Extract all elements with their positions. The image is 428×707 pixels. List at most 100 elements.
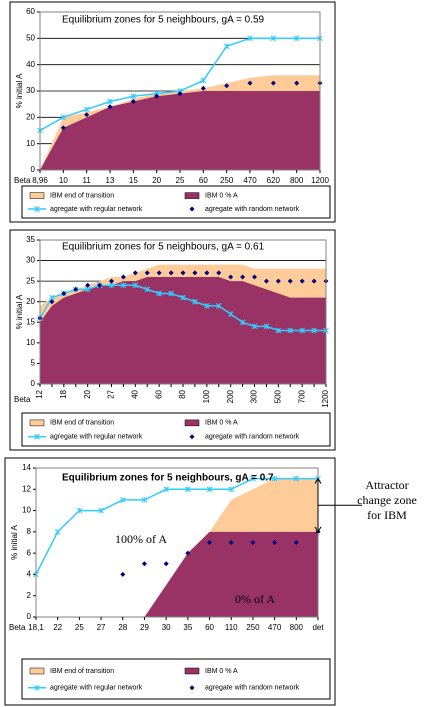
chart-title: Equilibrium zones for 5 neighbours, gA =… — [62, 242, 265, 253]
point — [154, 93, 160, 99]
point — [192, 270, 198, 276]
line-marker — [163, 486, 170, 493]
x-tick-label: 30 — [162, 623, 171, 632]
line-marker — [293, 475, 300, 482]
line-marker — [168, 290, 174, 297]
point — [141, 561, 147, 567]
area — [144, 531, 318, 617]
line-marker — [228, 486, 235, 493]
x-tick-label: 11 — [83, 176, 92, 185]
y-tick-label: 30 — [26, 86, 35, 95]
legend-marker — [34, 684, 40, 691]
line-marker — [156, 290, 163, 297]
line-marker — [206, 486, 213, 493]
x-tick-label: 15 — [129, 176, 138, 185]
line-marker — [287, 327, 294, 334]
arrow-head — [314, 477, 322, 533]
y-tick-label: 35 — [26, 235, 35, 244]
x-tick-label: 40 — [130, 389, 139, 398]
point — [293, 540, 299, 545]
x-tick-label: 10 — [59, 176, 68, 185]
x-tick-label: 13 — [106, 176, 115, 185]
chart-title: Equilibrium zones for 5 neighbours, gA =… — [62, 473, 274, 484]
x-tick-label: 1200 — [311, 176, 329, 185]
point — [200, 85, 206, 91]
point — [185, 550, 191, 556]
legend-swatch — [184, 667, 200, 675]
x-tick-label: 25 — [176, 176, 185, 185]
x-tick-label: 250 — [220, 176, 234, 185]
y-tick-label: 20 — [26, 112, 35, 121]
point — [250, 540, 256, 545]
chart-title: Equilibrium zones for 5 neighbours, gA =… — [62, 15, 265, 26]
x-tick-label: 8,96 — [32, 176, 48, 185]
x-tick-label: 29 — [140, 623, 149, 632]
line-marker — [192, 298, 198, 305]
legend-label: agregate with regular network — [50, 434, 143, 441]
line-marker — [227, 311, 234, 317]
legend-label: IBM 0 % A — [205, 668, 238, 675]
y-tick-label: 10 — [26, 139, 35, 148]
line-marker — [120, 282, 127, 289]
legend-swatch — [29, 667, 45, 675]
x-tick-label: 20 — [152, 176, 161, 185]
y-tick-label: 2 — [27, 591, 32, 600]
line-marker — [119, 497, 126, 503]
point — [263, 278, 269, 284]
x-tick-label: 110 — [225, 623, 238, 632]
point — [130, 99, 136, 105]
y-tick-label: 10 — [26, 338, 35, 347]
legend-marker — [189, 685, 195, 691]
line-marker — [271, 475, 278, 482]
point — [107, 104, 113, 110]
line-marker — [132, 282, 139, 289]
legend-label: agregate with random network — [205, 685, 300, 692]
legend-swatch — [184, 419, 200, 427]
line-marker — [180, 294, 186, 301]
x-tick-label: 250 — [246, 623, 260, 632]
legend-label: agregate with random network — [205, 206, 300, 213]
legend-label: agregate with regular network — [50, 685, 143, 692]
x-tick-label: 25 — [75, 623, 84, 632]
line-marker — [98, 507, 104, 514]
line-marker — [215, 302, 222, 309]
point — [240, 274, 246, 280]
legend-label: IBM end of transition — [50, 192, 114, 199]
x-tick-label: 12 — [35, 389, 44, 398]
line-marker — [263, 323, 270, 330]
point — [228, 274, 234, 280]
y-tick-label: 30 — [26, 256, 35, 265]
y-tick-label: 0 — [31, 165, 36, 174]
point — [60, 125, 66, 131]
point — [85, 282, 91, 288]
line-marker — [54, 529, 61, 535]
point — [216, 270, 222, 276]
point — [97, 282, 103, 288]
point — [228, 540, 234, 545]
point — [270, 80, 276, 86]
x-tick-label: 300 — [250, 389, 259, 403]
point — [299, 278, 305, 284]
point — [109, 278, 114, 284]
x-tick-label: 1200 — [321, 389, 330, 407]
x-tick-label: 60 — [154, 389, 163, 398]
x-tick-label: 800 — [290, 623, 304, 632]
legend-swatch — [29, 419, 45, 427]
x-tick-label: 35 — [183, 623, 192, 632]
annotation: 100% of A — [115, 532, 167, 546]
legend-label: IBM 0 % A — [205, 420, 238, 427]
point — [120, 571, 126, 577]
line-marker — [270, 35, 277, 42]
line-marker — [60, 114, 67, 121]
y-tick-label: 50 — [26, 33, 35, 42]
y-tick-label: 0 — [27, 612, 32, 621]
point — [49, 299, 55, 305]
legend-label: IBM 0 % A — [205, 192, 238, 199]
x-axis-label: Beta — [14, 176, 31, 185]
legend-swatch — [184, 192, 200, 199]
point — [156, 270, 162, 276]
point — [180, 270, 186, 276]
y-tick-label: 0 — [31, 379, 36, 388]
